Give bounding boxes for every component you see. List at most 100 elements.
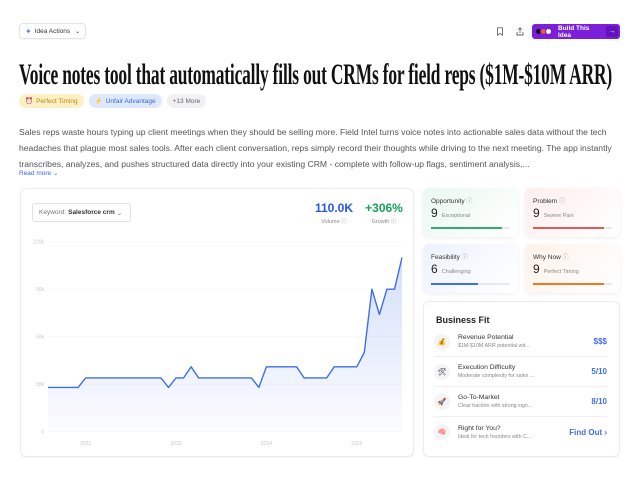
growth-label: Growth — [371, 219, 390, 225]
business-fit-row: 💰 Revenue Potential $1M-$10M ARR potenti… — [434, 327, 607, 357]
y-tick-label: 60k — [36, 335, 45, 341]
score-label: Challenging — [441, 269, 471, 275]
score-title-label: Problem — [533, 198, 558, 205]
business-fit-card: Business Fit 💰 Revenue Potential $1M-$10… — [423, 301, 620, 457]
x-tick-label: 2025 — [351, 441, 362, 447]
keyword-label: Keyword: — [39, 209, 67, 216]
tag-label: Unfair Advantage — [105, 97, 156, 105]
score-bar — [431, 227, 510, 229]
trend-area — [48, 257, 402, 432]
y-tick-label: 0 — [41, 430, 44, 436]
tag-label: Perfect Timing — [36, 97, 78, 105]
find-out-link[interactable]: Find Out › — [569, 427, 607, 437]
idea-actions-button[interactable]: ✦ Idea Actions ⌄ — [19, 23, 86, 39]
score-bar-fill — [533, 283, 605, 285]
growth-stat: +306% Growth ⓘ — [358, 201, 410, 225]
row-label: Right for You? — [458, 424, 501, 432]
volume-label: Volume — [321, 219, 340, 225]
score-bar — [533, 227, 612, 229]
share-icon[interactable] — [514, 25, 526, 37]
score-bar-fill — [431, 283, 479, 285]
x-tick-label: 2023 — [170, 441, 181, 447]
business-fit-row: 🛠 Execution Difficulty Moderate complexi… — [434, 357, 607, 387]
row-value: 8/10 — [591, 397, 607, 406]
score-label: Exceptional — [441, 213, 471, 219]
y-tick-label: 30k — [36, 382, 45, 388]
row-value: 5/10 — [591, 367, 607, 376]
row-label: Revenue Potential — [458, 334, 514, 341]
row-label: Execution Difficulty — [458, 364, 516, 371]
x-tick-label: 2022 — [80, 441, 91, 447]
build-this-idea-button[interactable]: Build This Idea → — [532, 24, 620, 39]
idea-actions-label: Idea Actions — [34, 27, 71, 35]
score-card-opportunity[interactable]: Opportunity ⓘ 9 Exceptional — [423, 188, 518, 237]
growth-value: +306% — [365, 201, 403, 215]
trend-line — [48, 257, 403, 389]
business-fit-row[interactable]: 🧠 Right for You? Ideal for tech founders… — [434, 417, 607, 447]
score-value: 6 — [431, 262, 438, 276]
tag-unfair-advantage[interactable]: ⚡ Unfair Advantage — [88, 94, 162, 108]
arrow-right-icon: → — [606, 26, 618, 37]
score-title-label: Feasibility — [431, 254, 460, 261]
y-tick-label: 90k — [36, 287, 45, 293]
sparkle-icon: ✦ — [25, 26, 32, 36]
score-bar-fill — [533, 227, 605, 229]
score-label: Perfect Timing — [543, 269, 579, 275]
keyword-value: Salesforce crm — [68, 209, 115, 216]
info-icon[interactable]: ⓘ — [461, 255, 468, 261]
score-value: 9 — [533, 262, 540, 276]
tag-list: ⏰ Perfect Timing ⚡ Unfair Advantage +13 … — [19, 94, 207, 108]
bookmark-icon[interactable] — [494, 25, 506, 37]
business-fit-row: 🚀 Go-To-Market Clear traction with stron… — [434, 387, 607, 417]
chevron-down-icon: ⌄ — [52, 170, 59, 177]
row-sub: Clear traction with strong sign... — [458, 403, 533, 409]
money-bag-icon: 💰 — [434, 333, 450, 350]
score-title: Problem ⓘ — [533, 196, 612, 205]
row-sub: $1M-$10M ARR potential wit... — [458, 343, 530, 349]
tag-label: +13 More — [172, 97, 201, 105]
score-card-problem[interactable]: Problem ⓘ 9 Severe Pain — [525, 188, 620, 237]
business-fit-title: Business Fit — [436, 315, 490, 325]
row-value: $$$ — [593, 337, 607, 346]
info-icon[interactable]: ⓘ — [466, 199, 473, 205]
read-more-label: Read more — [19, 170, 52, 177]
volume-stat: 110.0K Volume ⓘ — [306, 201, 362, 225]
lightning-icon: ⚡ — [94, 98, 103, 105]
page-title: Voice notes tool that automatically fill… — [19, 58, 612, 91]
idea-description: Sales reps waste hours typing up client … — [19, 127, 612, 169]
score-label: Severe Pain — [543, 213, 574, 219]
info-icon[interactable]: ⓘ — [341, 219, 347, 225]
score-title: Opportunity ⓘ — [431, 196, 510, 205]
y-tick-label: 120k — [33, 240, 44, 246]
read-more-link[interactable]: Read more ⌄ — [19, 169, 58, 177]
alarm-clock-icon: ⏰ — [25, 98, 34, 105]
row-label: Go-To-Market — [458, 394, 500, 401]
score-value: 9 — [431, 206, 438, 220]
score-card-feasibility[interactable]: Feasibility ⓘ 6 Challenging — [423, 244, 518, 293]
row-sub: Moderate complexity for sales ... — [458, 373, 535, 379]
rocket-icon: 🚀 — [434, 393, 450, 410]
keyword-select[interactable]: Keyword: Salesforce crm ⌄ — [32, 203, 131, 222]
x-tick-label: 2024 — [261, 441, 272, 447]
info-icon[interactable]: ⓘ — [562, 255, 569, 261]
score-bar-fill — [431, 227, 503, 229]
score-value: 9 — [533, 206, 540, 220]
tag-perfect-timing[interactable]: ⏰ Perfect Timing — [19, 94, 84, 108]
partner-logos-icon — [535, 28, 552, 35]
brain-icon: 🧠 — [434, 424, 450, 440]
score-title: Feasibility ⓘ — [431, 252, 510, 261]
info-icon[interactable]: ⓘ — [390, 219, 397, 225]
build-label: Build This Idea — [558, 24, 590, 39]
score-card-why-now[interactable]: Why Now ⓘ 9 Perfect Timing — [525, 244, 620, 293]
score-title-label: Why Now — [533, 254, 561, 261]
tools-icon: 🛠 — [434, 363, 450, 380]
score-title-label: Opportunity — [431, 198, 465, 205]
row-sub: Ideal for tech founders with C... — [458, 433, 532, 440]
chevron-down-icon: ⌄ — [116, 209, 123, 217]
score-bar — [431, 283, 510, 285]
info-icon[interactable]: ⓘ — [559, 199, 566, 205]
volume-value: 110.0K — [314, 201, 354, 215]
score-title: Why Now ⓘ — [533, 252, 612, 261]
score-bar — [533, 283, 612, 285]
tag-more[interactable]: +13 More — [166, 94, 207, 108]
